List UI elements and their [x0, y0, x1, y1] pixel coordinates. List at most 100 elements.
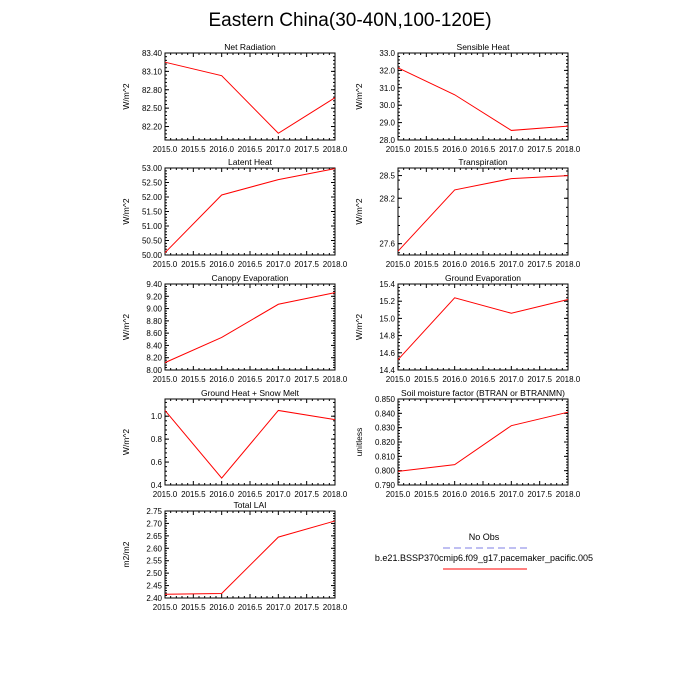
x-tick-label: 2015.5: [181, 145, 206, 154]
y-tick-label: 0.850: [375, 395, 396, 404]
series-line: [164, 168, 336, 254]
x-tick-label: 2015.5: [181, 603, 206, 612]
y-tick-label: 83.10: [142, 67, 163, 76]
panel-frame: [397, 398, 569, 486]
panel-frame: [164, 167, 336, 256]
y-tick-label: 2.60: [146, 544, 162, 553]
panel-6: Ground Evaporation 2015.0 2015.5 2016.0 2016…: [354, 273, 581, 384]
y-tick-label: 9.20: [146, 292, 162, 301]
y-tick-label: 9.40: [146, 280, 162, 289]
x-tick-label: 2016.5: [471, 375, 496, 384]
x-tick-label: 2017.0: [266, 375, 291, 384]
y-tick-label: 15.2: [379, 297, 395, 306]
y-tick-label: 28.5: [379, 172, 395, 181]
x-tick-label: 2017.0: [266, 603, 291, 612]
x-tick-label: 2015.5: [181, 260, 206, 269]
y-tick-label: 14.4: [379, 366, 395, 375]
x-tick-label: 2015.0: [386, 490, 411, 499]
y-tick-label: 82.80: [142, 86, 163, 95]
y-tick-label: 33.0: [379, 49, 395, 58]
x-tick-label: 2016.0: [209, 375, 234, 384]
series-line: [397, 411, 569, 472]
y-tick-label: 30.0: [379, 101, 395, 110]
x-tick-label: 2015.5: [414, 260, 439, 269]
y-tick-label: 52.50: [142, 179, 163, 188]
legend-obs-label: No Obs: [469, 532, 500, 542]
x-tick-label: 2016.0: [442, 490, 467, 499]
y-axis-label: W/m^2: [354, 198, 364, 224]
y-tick-label: 83.40: [142, 49, 163, 58]
panel-frame: [164, 398, 336, 486]
y-tick-label: 0.830: [375, 424, 396, 433]
series-line: [164, 61, 336, 134]
x-tick-label: 2015.0: [153, 260, 178, 269]
y-tick-label: 27.6: [379, 240, 395, 249]
y-tick-label: 2.70: [146, 519, 162, 528]
panel-title: Transpiration: [458, 157, 508, 167]
x-tick-label: 2017.0: [266, 145, 291, 154]
x-tick-label: 2015.0: [153, 145, 178, 154]
x-tick-label: 2016.0: [442, 145, 467, 154]
x-tick-label: 2017.0: [499, 260, 524, 269]
series-line: [397, 67, 569, 131]
x-tick-label: 2018.0: [323, 260, 348, 269]
y-tick-label: 52.00: [142, 193, 163, 202]
x-tick-label: 2017.0: [266, 260, 291, 269]
y-tick-label: 8.80: [146, 317, 162, 326]
x-tick-label: 2016.5: [471, 490, 496, 499]
y-tick-label: 0.8: [151, 435, 163, 444]
y-tick-label: 0.6: [151, 458, 163, 467]
x-tick-label: 2015.0: [386, 375, 411, 384]
y-axis-label: W/m^2: [121, 198, 131, 224]
y-tick-label: 53.00: [142, 164, 163, 173]
y-axis-label: W/m^2: [121, 314, 131, 340]
x-tick-label: 2016.5: [471, 260, 496, 269]
x-tick-label: 2015.0: [153, 603, 178, 612]
panel-frame: [164, 283, 336, 371]
y-axis-label: unitless: [354, 428, 364, 457]
y-tick-label: 15.0: [379, 314, 395, 323]
x-tick-label: 2018.0: [323, 145, 348, 154]
panel-5: Canopy Evaporation 2015.0 2015.5 2016.0 2016…: [121, 273, 348, 384]
x-tick-label: 2017.5: [527, 490, 552, 499]
y-tick-label: 0.790: [375, 481, 396, 490]
y-tick-label: 0.840: [375, 409, 396, 418]
x-tick-label: 2017.5: [294, 603, 319, 612]
y-tick-label: 9.00: [146, 305, 162, 314]
y-tick-label: 14.6: [379, 349, 395, 358]
y-tick-label: 8.00: [146, 366, 162, 375]
panel-title: Ground Heat + Snow Melt: [201, 388, 300, 398]
x-tick-label: 2017.0: [266, 490, 291, 499]
x-tick-label: 2016.0: [442, 260, 467, 269]
x-tick-label: 2018.0: [556, 145, 581, 154]
y-tick-label: 2.55: [146, 557, 162, 566]
x-tick-label: 2015.0: [386, 260, 411, 269]
x-tick-label: 2017.5: [527, 145, 552, 154]
y-tick-label: 2.40: [146, 594, 162, 603]
y-tick-label: 50.00: [142, 251, 163, 260]
x-tick-label: 2015.0: [153, 490, 178, 499]
legend-model-label: b.e21.BSSP370cmip6.f09_g17.pacemaker_pac…: [375, 553, 593, 563]
y-tick-label: 32.0: [379, 66, 395, 75]
y-tick-label: 0.4: [151, 481, 163, 490]
y-tick-label: 2.65: [146, 532, 162, 541]
panel-frame: [397, 283, 569, 371]
legend: No Obs b.e21.BSSP370cmip6.f09_g17.pacema…: [375, 532, 593, 570]
y-axis-label: W/m^2: [354, 83, 364, 109]
x-tick-label: 2017.5: [527, 375, 552, 384]
series-line: [164, 292, 336, 364]
x-tick-label: 2016.5: [238, 603, 263, 612]
x-tick-label: 2017.5: [294, 490, 319, 499]
y-tick-label: 50.50: [142, 237, 163, 246]
x-tick-label: 2018.0: [556, 260, 581, 269]
x-tick-label: 2016.5: [238, 145, 263, 154]
y-tick-label: 8.40: [146, 341, 162, 350]
x-tick-label: 2015.0: [386, 145, 411, 154]
x-tick-label: 2017.0: [499, 490, 524, 499]
series-line: [397, 297, 569, 361]
